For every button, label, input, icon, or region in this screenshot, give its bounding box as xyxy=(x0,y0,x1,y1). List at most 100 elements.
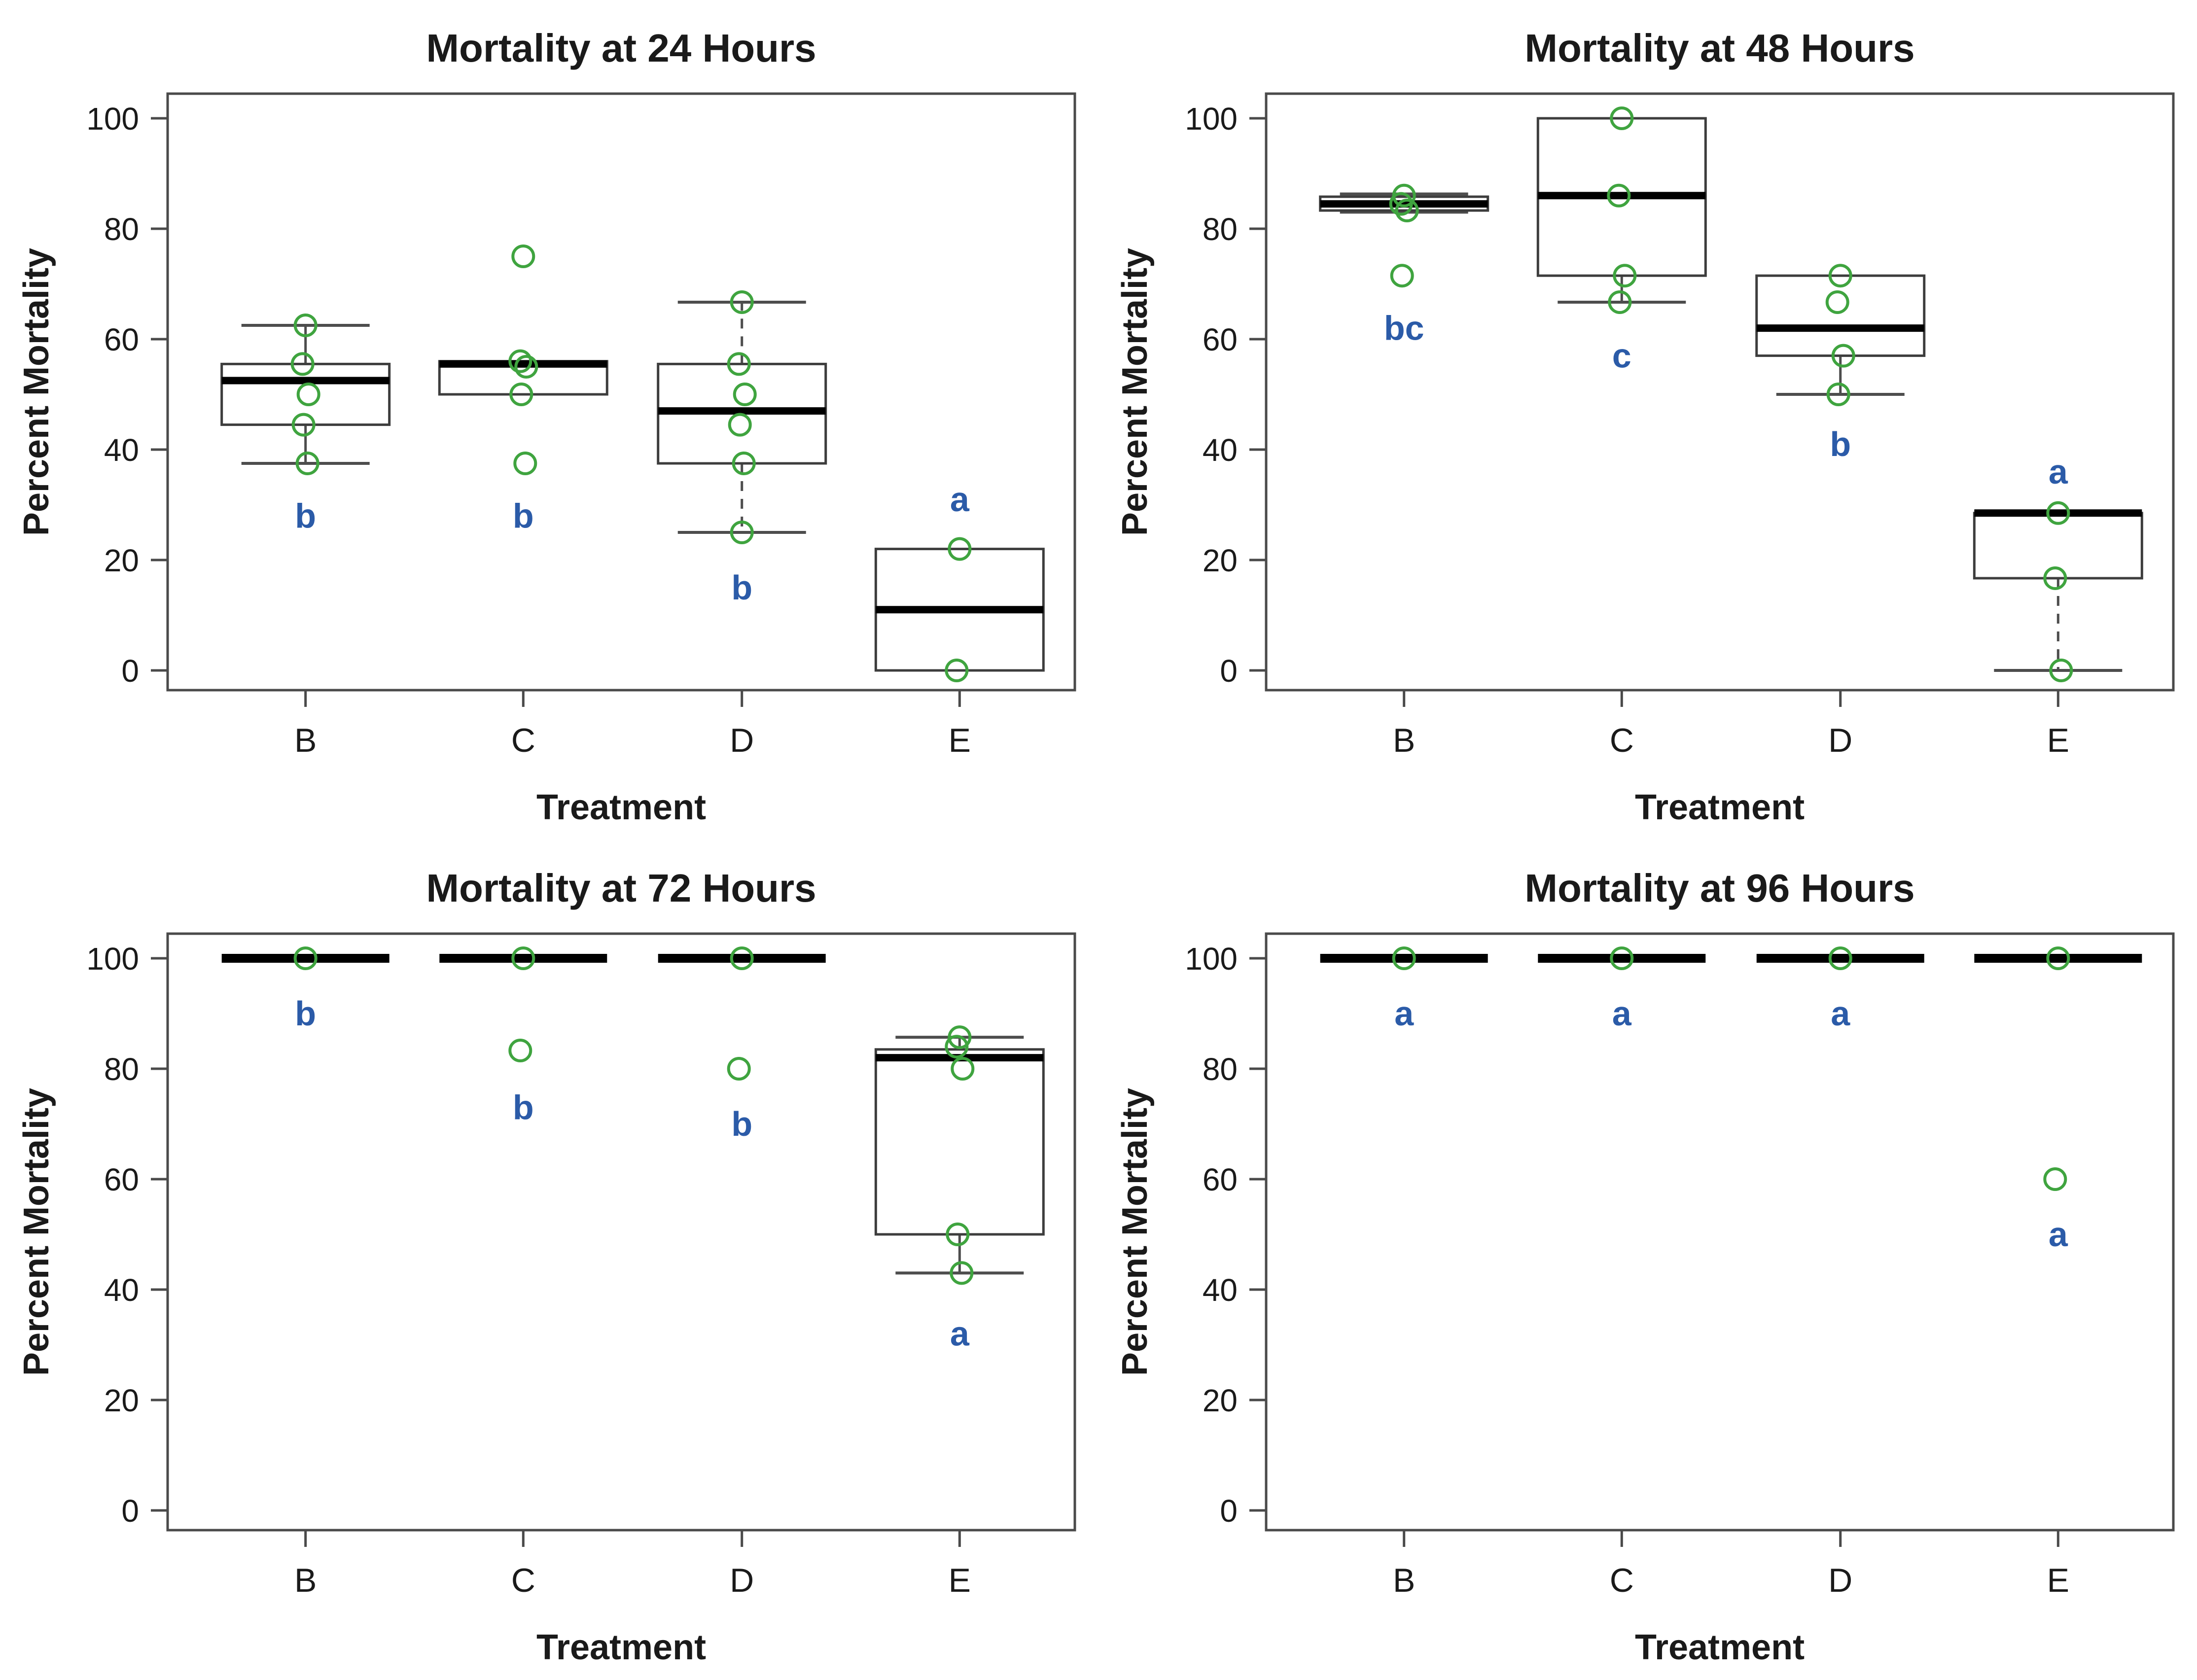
chart-mortality-72h: Mortality at 72 Hours Percent Mortality 0 2… xyxy=(17,866,1076,1667)
x-axis-label: Treatment xyxy=(536,1628,706,1667)
y-tick-label: 80 xyxy=(1203,211,1238,247)
jitter-point xyxy=(508,1039,532,1063)
jitter-point xyxy=(291,413,316,437)
sig-letter: b xyxy=(295,994,316,1033)
jitter-point xyxy=(1828,946,1852,970)
panel-mortality-48h: Mortality at 48 Hours Percent Mortality 0 2… xyxy=(1098,0,2197,840)
sig-letter: a xyxy=(1831,994,1850,1033)
plot-border xyxy=(1265,932,2175,1532)
y-tick-label: 0 xyxy=(1220,1493,1238,1529)
plot-border xyxy=(1265,92,2175,692)
panel-mortality-96h: Mortality at 96 Hours Percent Mortality 0 2… xyxy=(1098,840,2197,1680)
sig-letter: bc xyxy=(1384,309,1424,348)
jitter-point xyxy=(727,352,751,376)
jitter-point xyxy=(1828,264,1852,288)
x-tick-label: E xyxy=(949,722,971,759)
sig-letter: b xyxy=(295,496,316,535)
x-axis-label: Treatment xyxy=(536,788,706,827)
jitter-point xyxy=(296,383,320,406)
y-tick-label: 100 xyxy=(86,941,139,977)
jitter-point xyxy=(511,245,535,268)
x-tick-label: D xyxy=(1828,722,1852,759)
jitter-point xyxy=(733,383,757,406)
y-tick-label: 100 xyxy=(86,101,139,137)
x-tick-label: B xyxy=(1393,1562,1415,1599)
jitter-point xyxy=(945,659,969,682)
sig-letter: b xyxy=(731,568,752,607)
jitter-point xyxy=(948,1025,972,1050)
y-tick-label: 60 xyxy=(1203,322,1238,357)
y-tick-label: 20 xyxy=(104,1383,139,1418)
jitter-point xyxy=(293,314,318,337)
y-tick-label: 40 xyxy=(104,432,139,468)
jitter-point xyxy=(730,290,754,314)
jitter-point xyxy=(1610,106,1634,130)
jitter-point xyxy=(513,452,537,475)
jitter-point xyxy=(730,946,754,970)
y-tick-label: 0 xyxy=(1220,653,1238,689)
plot-border xyxy=(166,92,1076,692)
sig-letter: b xyxy=(1830,425,1851,463)
chart-title: Mortality at 24 Hours xyxy=(426,26,816,70)
x-tick-label: C xyxy=(511,1562,535,1599)
sig-letter: a xyxy=(1612,994,1632,1033)
jitter-point xyxy=(1608,290,1632,314)
y-tick-label: 60 xyxy=(1203,1162,1238,1197)
x-tick-label: B xyxy=(294,722,317,759)
y-tick-label: 40 xyxy=(1203,1272,1238,1308)
jitter-point xyxy=(1395,199,1419,223)
y-axis-label: Percent Mortality xyxy=(1115,248,1155,536)
sig-letter: c xyxy=(1612,337,1631,375)
jitter-point xyxy=(293,946,318,970)
jitter-point xyxy=(951,1057,975,1081)
y-tick-label: 60 xyxy=(104,1162,139,1197)
jitter-point xyxy=(1826,383,1850,406)
jitter-point xyxy=(511,946,535,970)
y-tick-label: 100 xyxy=(1185,941,1238,977)
jitter-point xyxy=(295,452,319,475)
chart-mortality-24h: Mortality at 24 Hours Percent Mortality 0 2… xyxy=(17,26,1076,827)
x-tick-label: C xyxy=(1610,1562,1634,1599)
y-tick-label: 100 xyxy=(1185,101,1238,137)
jitter-point xyxy=(2046,946,2070,970)
x-tick-label: C xyxy=(1610,722,1634,759)
y-axis-label: Percent Mortality xyxy=(17,1088,56,1376)
y-tick-label: 20 xyxy=(1203,1383,1238,1418)
jitter-point xyxy=(946,1223,970,1246)
jitter-point xyxy=(730,521,754,544)
sig-letter: b xyxy=(513,1088,534,1126)
chart-mortality-48h: Mortality at 48 Hours Percent Mortality 0 2… xyxy=(1115,26,2175,827)
x-axis-label: Treatment xyxy=(1635,1628,1805,1667)
x-tick-label: B xyxy=(294,1562,317,1599)
jitter-point xyxy=(514,355,538,379)
y-tick-label: 80 xyxy=(1203,1051,1238,1087)
jitter-point xyxy=(950,1261,974,1285)
x-tick-label: D xyxy=(730,1562,754,1599)
jitter-point xyxy=(1389,192,1413,216)
x-tick-label: E xyxy=(2047,722,2069,759)
sig-letter: a xyxy=(1394,994,1414,1033)
boxplot-box xyxy=(1755,274,1926,357)
jitter-point xyxy=(1610,946,1634,970)
jitter-point xyxy=(1613,264,1637,288)
sig-letter: a xyxy=(950,480,970,519)
y-tick-label: 20 xyxy=(104,543,139,578)
x-tick-label: B xyxy=(1393,722,1415,759)
jitter-point xyxy=(945,1035,969,1059)
jitter-point xyxy=(727,1057,751,1081)
x-tick-label: D xyxy=(730,722,754,759)
y-tick-label: 80 xyxy=(104,1051,139,1087)
sig-letter: a xyxy=(2049,1215,2068,1254)
x-tick-label: E xyxy=(2047,1562,2069,1599)
y-tick-label: 80 xyxy=(104,211,139,247)
jitter-point xyxy=(1607,183,1631,208)
jitter-point xyxy=(1825,290,1849,314)
sig-letter: b xyxy=(731,1105,752,1143)
jitter-point xyxy=(508,349,532,373)
jitter-point xyxy=(1831,344,1855,368)
y-tick-label: 40 xyxy=(104,1272,139,1308)
jitter-point xyxy=(732,452,756,475)
jitter-point xyxy=(509,383,533,406)
x-tick-label: E xyxy=(949,1562,971,1599)
panel-mortality-24h: Mortality at 24 Hours Percent Mortality 0 2… xyxy=(0,0,1098,840)
